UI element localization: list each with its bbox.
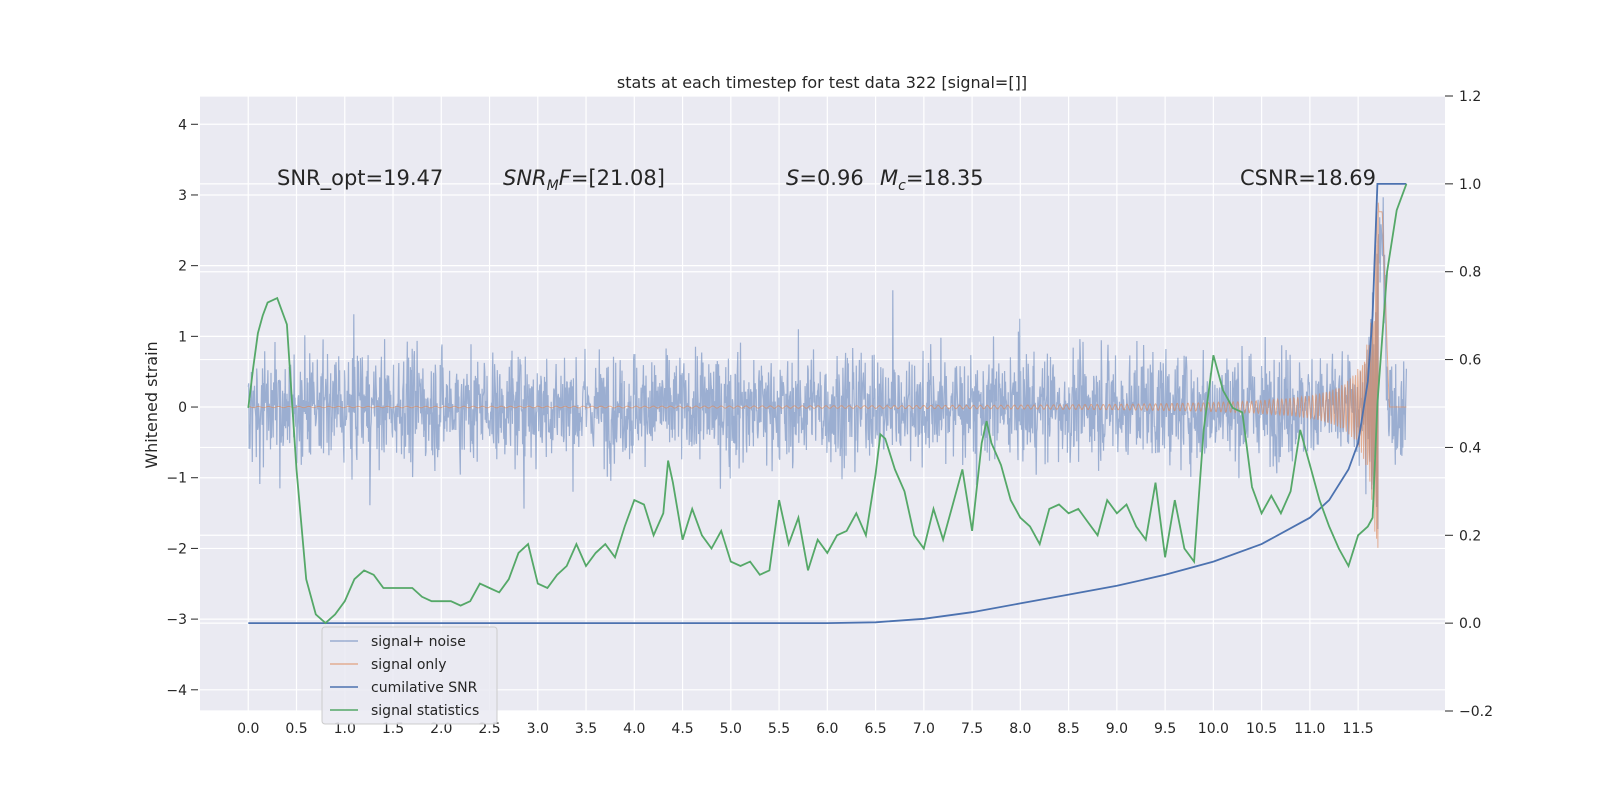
x-tick-label: 11.5 bbox=[1343, 721, 1374, 737]
y2-tick-label: 0.6 bbox=[1459, 353, 1481, 369]
legend-label-signal-only: signal only bbox=[371, 657, 446, 673]
legend-box bbox=[321, 626, 498, 725]
x-tick-label: 10.0 bbox=[1198, 721, 1229, 737]
annotation-snr-mf: SNRMF=[21.08] bbox=[503, 166, 665, 194]
y-tick-label: −4 bbox=[166, 683, 187, 699]
annotation-snr-opt: SNR_opt=19.47 bbox=[277, 166, 443, 191]
y2-tick-label: −0.2 bbox=[1459, 704, 1493, 720]
signal-only-series bbox=[248, 202, 1407, 548]
x-tick-label: 7.5 bbox=[961, 721, 983, 737]
x-tick-label: 4.0 bbox=[623, 721, 645, 737]
y-tick-label: −3 bbox=[166, 612, 187, 628]
y-tick-label: 1 bbox=[178, 329, 187, 345]
x-tick-label: 2.0 bbox=[430, 721, 452, 737]
x-tick-label: 5.0 bbox=[720, 721, 742, 737]
y-tick-label: 4 bbox=[178, 117, 187, 133]
x-tick-label: 7.0 bbox=[913, 721, 935, 737]
y2-tick-label: 0.2 bbox=[1459, 528, 1481, 544]
annotation-csnr: CSNR=18.69 bbox=[1240, 166, 1376, 190]
y2-tick-label: 1.0 bbox=[1459, 177, 1481, 193]
x-tick-label: 6.5 bbox=[864, 721, 886, 737]
x-tick-label: 11.0 bbox=[1294, 721, 1325, 737]
x-tick-label: 2.5 bbox=[478, 721, 500, 737]
x-tick-label: 8.5 bbox=[1057, 721, 1079, 737]
x-tick-label: 6.0 bbox=[816, 721, 838, 737]
x-tick-label: 1.5 bbox=[382, 721, 404, 737]
x-tick-label: 8.0 bbox=[1009, 721, 1031, 737]
signal-only-line bbox=[248, 202, 1407, 548]
legend-label-signal-statistics: signal statistics bbox=[371, 703, 479, 719]
legend-label-cumilative-snr: cumilative SNR bbox=[371, 680, 478, 696]
signal-noise-series bbox=[247, 197, 1407, 530]
y-tick-label: 3 bbox=[178, 188, 187, 204]
x-tick-label: 4.5 bbox=[671, 721, 693, 737]
x-tick-label: 0.5 bbox=[285, 721, 307, 737]
x-tick-label: 10.5 bbox=[1246, 721, 1277, 737]
legend-label-signal-noise: signal+ noise bbox=[371, 634, 466, 650]
y2-tick-label: 1.2 bbox=[1459, 89, 1481, 105]
y-tick-label: −1 bbox=[166, 471, 187, 487]
signal-statistics-line bbox=[247, 183, 1408, 625]
signal-noise-line bbox=[247, 197, 1407, 530]
cumilative-snr-line bbox=[248, 182, 1407, 624]
legend: signal+ noise signal only cumilative SNR… bbox=[321, 626, 498, 725]
y-tick-label: 2 bbox=[178, 259, 187, 275]
x-tick-label: 3.0 bbox=[527, 721, 549, 737]
right-axis-series bbox=[247, 182, 1408, 625]
annotation-mc: Mc=18.35 bbox=[880, 166, 984, 194]
y2-tick-label: 0.0 bbox=[1459, 616, 1481, 632]
annotation-s: S=0.96 bbox=[786, 166, 864, 190]
y-tick-label: −2 bbox=[166, 541, 187, 557]
x-tick-label: 3.5 bbox=[575, 721, 597, 737]
x-tick-label: 9.5 bbox=[1154, 721, 1176, 737]
y2-tick-label: 0.8 bbox=[1459, 265, 1481, 281]
x-tick-label: 9.0 bbox=[1106, 721, 1128, 737]
x-tick-label: 1.0 bbox=[334, 721, 356, 737]
y-tick-label: 0 bbox=[178, 400, 187, 416]
y2-tick-label: 0.4 bbox=[1459, 440, 1481, 456]
x-tick-label: 5.5 bbox=[768, 721, 790, 737]
tick-labels: 0.0 0.5 1.0 1.5 2.0 2.5 3.0 3.5 4.0 4.5 5.0 5.5 6.0 6… bbox=[166, 89, 1493, 737]
y-axis-label: Whitened strain bbox=[142, 341, 161, 468]
x-tick-label: 0.0 bbox=[237, 721, 259, 737]
chart-title: stats at each timestep for test data 322… bbox=[617, 73, 1027, 92]
